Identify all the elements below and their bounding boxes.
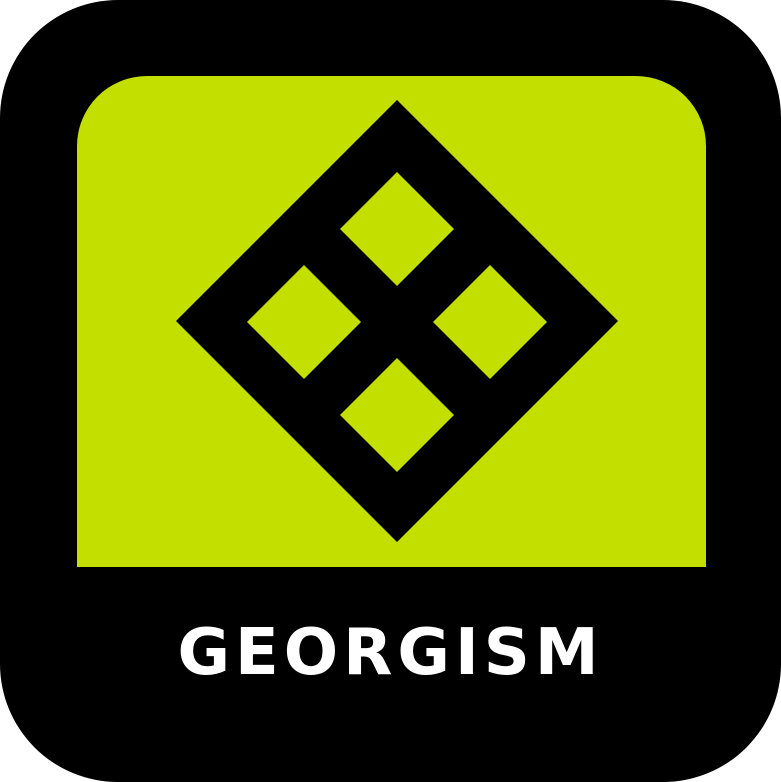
- diamond-cell-right: [433, 265, 547, 379]
- diamond-cell-top: [340, 172, 454, 286]
- badge-title: GEORGISM: [177, 616, 604, 690]
- icon-panel: [77, 76, 706, 567]
- diamond-cell-left: [247, 265, 361, 379]
- diamond-cell-bottom: [340, 358, 454, 472]
- diamond-outline: [176, 100, 618, 542]
- diamond-grid-icon: [77, 76, 706, 567]
